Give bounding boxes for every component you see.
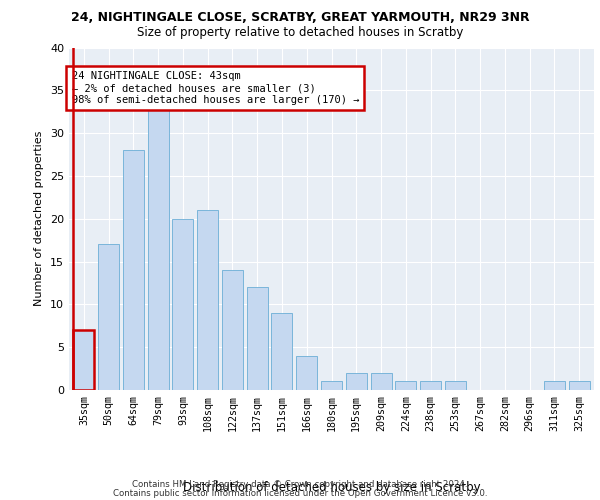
Bar [445,382,466,390]
Bar [197,210,218,390]
X-axis label: Distribution of detached houses by size in Scratby: Distribution of detached houses by size … [182,481,481,494]
Bar [222,270,243,390]
Bar [395,382,416,390]
Text: Size of property relative to detached houses in Scratby: Size of property relative to detached ho… [137,26,463,39]
Bar [148,108,169,390]
Text: 24 NIGHTINGALE CLOSE: 43sqm
← 2% of detached houses are smaller (3)
98% of semi-: 24 NIGHTINGALE CLOSE: 43sqm ← 2% of deta… [71,72,359,104]
Bar [73,330,94,390]
Bar [172,219,193,390]
Bar [544,382,565,390]
Bar [371,373,392,390]
Bar [271,313,292,390]
Bar [247,287,268,390]
Text: Contains HM Land Registry data © Crown copyright and database right 2024.: Contains HM Land Registry data © Crown c… [132,480,468,489]
Bar [73,330,94,390]
Bar [321,382,342,390]
Y-axis label: Number of detached properties: Number of detached properties [34,131,44,306]
Bar [123,150,144,390]
Bar [346,373,367,390]
Bar [296,356,317,390]
Bar [420,382,441,390]
Text: Contains public sector information licensed under the Open Government Licence v3: Contains public sector information licen… [113,489,487,498]
Bar [98,244,119,390]
Bar [569,382,590,390]
Text: 24, NIGHTINGALE CLOSE, SCRATBY, GREAT YARMOUTH, NR29 3NR: 24, NIGHTINGALE CLOSE, SCRATBY, GREAT YA… [71,11,529,24]
